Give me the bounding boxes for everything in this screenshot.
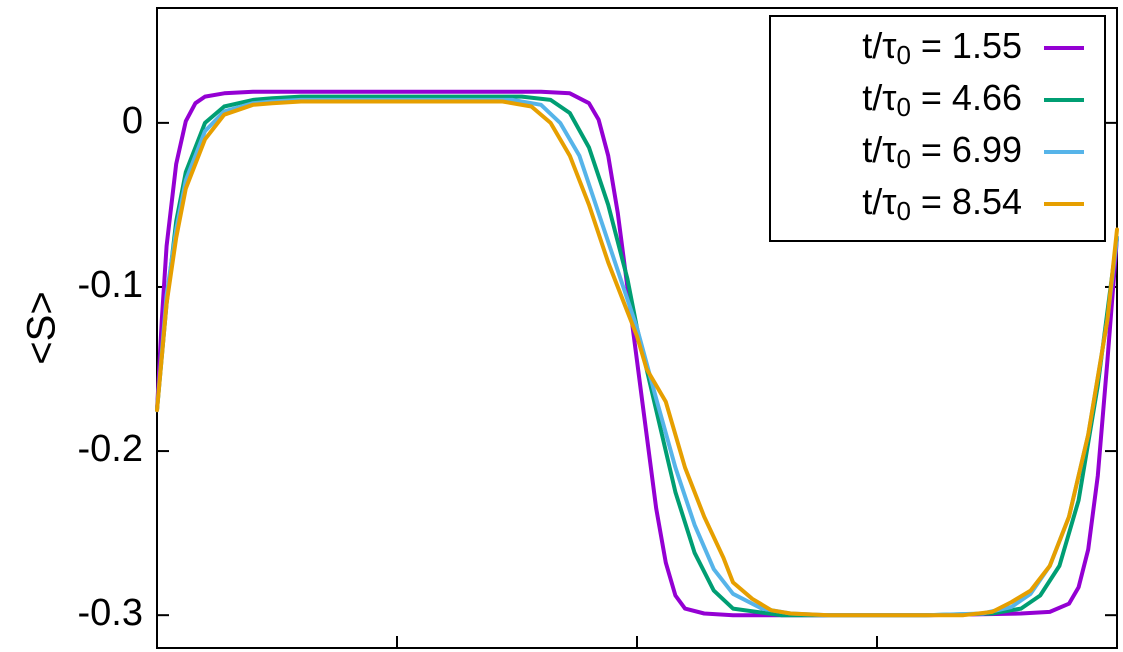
y-tick-label: -0.3	[78, 592, 143, 634]
series-layer	[155, 89, 1119, 618]
x-axis-ticks	[156, 636, 1118, 648]
y-axis-ticks: 0 -0.1 -0.2 -0.3	[78, 100, 1117, 634]
series-line-3	[155, 99, 1119, 618]
legend-label-0: t/τ0 = 1.55	[862, 25, 1022, 70]
y-tick-label: 0	[122, 100, 143, 142]
legend-label-1: t/τ0 = 4.66	[862, 77, 1022, 122]
legend: t/τ0 = 1.55 t/τ0 = 4.66 t/τ0 = 6.99 t/τ0 = …	[769, 15, 1106, 242]
y-tick-label: -0.1	[78, 264, 143, 306]
series-line-1	[155, 94, 1119, 618]
legend-label-2: t/τ0 = 6.99	[862, 129, 1022, 174]
y-axis-label: <S>	[20, 291, 64, 364]
legend-label-3: t/τ0 = 8.54	[862, 181, 1022, 226]
series-line-2	[155, 97, 1119, 618]
y-tick-label: -0.2	[78, 428, 143, 470]
